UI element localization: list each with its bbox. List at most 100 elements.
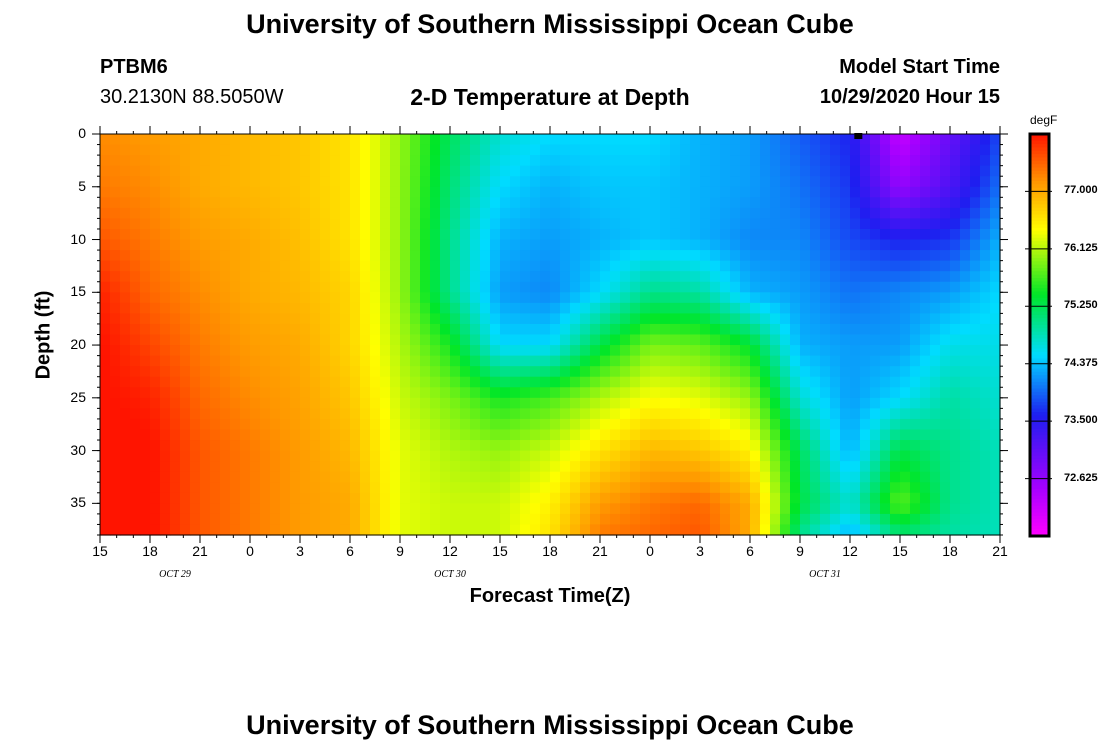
heatmap-cell [400,355,411,367]
heatmap-cell [520,461,531,473]
heatmap-cell [710,345,721,357]
heatmap-cell [130,165,141,177]
heatmap-cell [160,376,171,388]
heatmap-cell [700,429,711,441]
heatmap-cell [480,281,491,293]
heatmap-cell [390,302,401,314]
heatmap-cell [350,440,361,452]
heatmap-cell [820,345,831,357]
heatmap-cell [160,218,171,230]
heatmap-cell [330,197,341,209]
heatmap-cell [400,408,411,420]
heatmap-cell [740,281,751,293]
heatmap-cell [620,440,631,452]
heatmap-cell [190,345,201,357]
heatmap-cell [430,302,441,314]
heatmap-cell [470,408,481,420]
heatmap-cell [410,197,421,209]
heatmap-cell [830,176,841,188]
heatmap-cell [240,176,251,188]
heatmap-cell [720,176,731,188]
heatmap-cell [110,513,121,526]
heatmap-cell [630,513,641,526]
heatmap-cell [820,302,831,314]
heatmap-cell [510,440,521,452]
heatmap-cell [810,228,821,241]
heatmap-cell [830,387,841,399]
heatmap-cell [360,492,371,504]
heatmap-cell [380,186,391,198]
heatmap-cell [670,155,681,167]
heatmap-cell [360,440,371,452]
heatmap-cell [290,218,301,230]
heatmap-cell [300,281,311,293]
heatmap-cell [380,418,391,431]
heatmap-cell [880,440,891,452]
heatmap-cell [930,345,941,357]
heatmap-cell [490,345,501,357]
heatmap-cell [310,334,321,346]
heatmap-cell [300,482,311,494]
heatmap-cell [850,134,861,146]
heatmap-cell [480,250,491,262]
heatmap-cell [590,376,601,388]
heatmap-cell [290,461,301,473]
heatmap-cell [220,408,231,420]
heatmap-cell [420,302,431,314]
heatmap-cell [730,239,741,251]
heatmap-cell [450,471,461,483]
heatmap-cell [650,471,661,483]
heatmap-cell [780,239,791,251]
heatmap-cell [100,482,111,494]
heatmap-cell [180,292,191,304]
heatmap-cell [620,271,631,283]
heatmap-cell [420,218,431,230]
heatmap-cell [550,376,561,388]
heatmap-cell [660,176,671,188]
heatmap-cell [730,471,741,483]
heatmap-cell [440,197,451,209]
heatmap-cell [470,239,481,251]
heatmap-cell [550,461,561,473]
heatmap-cell [930,397,941,409]
heatmap-cell [330,334,341,346]
heatmap-cell [660,302,671,314]
heatmap-cell [240,429,251,441]
heatmap-cell [640,345,651,357]
heatmap-cell [900,302,911,314]
colorbar-frame [1028,132,1051,538]
heatmap-cell [160,228,171,241]
heatmap-cell [970,345,981,357]
heatmap-cell [390,176,401,188]
heatmap-cell [190,218,201,230]
heatmap-cell [150,471,161,483]
colorbar-swatch [1030,425,1049,430]
heatmap-cell [880,323,891,336]
heatmap-cell [650,482,661,494]
heatmap-cell [200,345,211,357]
heatmap-cell [590,503,601,515]
heatmap-cell [680,397,691,409]
colorbar-swatch [1030,335,1049,339]
heatmap-cell [860,292,871,304]
heatmap-cell [100,513,111,526]
heatmap-cell [620,302,631,314]
heatmap-cell [860,440,871,452]
heatmap-cell [130,366,141,378]
heatmap-cell [870,366,881,378]
heatmap-cell [860,281,871,293]
heatmap-cell [190,408,201,420]
heatmap-cell [200,450,211,462]
heatmap-cell [630,302,641,314]
heatmap-cell [620,418,631,431]
x-tick-label: 18 [942,543,958,559]
heatmap-cell [990,513,1001,526]
heatmap-cell [800,260,811,272]
heatmap-cell [520,492,531,504]
heatmap-cell [990,302,1001,314]
heatmap-cell [980,228,991,241]
heatmap-cell [550,513,561,526]
heatmap-cell [730,207,741,220]
heatmap-cell [280,218,291,230]
colorbar-swatch [1030,405,1049,410]
